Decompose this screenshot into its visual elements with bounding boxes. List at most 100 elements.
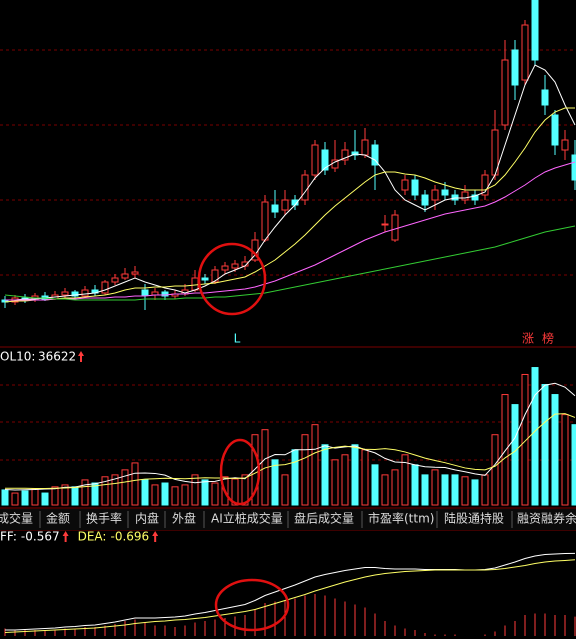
volume-bar	[401, 454, 409, 506]
tab[interactable]: 成交量	[0, 511, 33, 526]
volume-bar	[461, 476, 469, 506]
volume-bar	[521, 373, 529, 506]
volume-bar	[421, 474, 429, 506]
candle-body	[561, 139, 569, 151]
volume-bar	[501, 394, 509, 506]
volume-bar	[571, 424, 576, 506]
volume-bar	[181, 484, 189, 506]
volume-bar	[371, 464, 379, 506]
candle-body	[131, 271, 139, 275]
candle-body	[471, 194, 479, 201]
candle-body	[461, 191, 469, 201]
volume-bar	[431, 469, 439, 506]
tab[interactable]: 外盘	[172, 511, 196, 526]
tab[interactable]: 盘后成交量	[294, 511, 354, 526]
highlight-circles	[197, 242, 290, 632]
annotation: 榜	[542, 331, 554, 346]
volume-bar	[341, 454, 349, 506]
volume-bar	[71, 486, 79, 506]
volume-bar	[351, 444, 359, 506]
candle-body	[411, 179, 419, 196]
volume-bar	[381, 474, 389, 506]
candle-body	[281, 199, 289, 211]
candle-body	[381, 223, 389, 226]
volume-bar	[11, 492, 19, 506]
volume-bar	[361, 449, 369, 506]
candle-body	[81, 289, 89, 297]
volume-bar	[551, 394, 559, 506]
candle-body	[141, 289, 149, 296]
candle-body	[371, 144, 379, 166]
candle-body	[531, 0, 539, 61]
volume-bar	[301, 434, 309, 506]
legend-value: 36622	[38, 350, 76, 364]
candle-body	[401, 179, 409, 191]
candle-body	[571, 154, 576, 181]
volume-bar	[121, 469, 129, 506]
volume-bar	[411, 464, 419, 506]
volume-bar	[161, 482, 169, 506]
volume-bar	[31, 488, 39, 506]
candle-body	[511, 49, 519, 86]
tab[interactable]: AI立桩成交量	[211, 511, 283, 526]
candle-body	[121, 273, 129, 279]
annotation: L	[234, 332, 241, 346]
volume-bar	[51, 486, 59, 506]
volume-bar	[291, 449, 299, 506]
volume-bar	[241, 474, 249, 506]
candle-body	[521, 24, 529, 81]
tab[interactable]: 市盈率(ttm)	[368, 511, 434, 526]
legend-name: FF:	[0, 530, 17, 544]
volume-bar	[531, 367, 539, 506]
annotation: 涨	[522, 331, 534, 346]
volume-average	[5, 413, 576, 490]
candle-body	[501, 59, 509, 126]
candle-body	[481, 174, 489, 196]
legend-value: -0.567	[21, 530, 60, 544]
volume-bar	[281, 474, 289, 506]
macd-line	[5, 552, 576, 631]
candle-body	[211, 269, 219, 283]
candle-body	[111, 277, 119, 283]
candle-body	[101, 281, 109, 294]
moving-average	[5, 64, 576, 301]
volume-bar	[561, 414, 569, 506]
volume-bar	[91, 482, 99, 506]
moving-average	[5, 161, 576, 301]
tab[interactable]: 内盘	[135, 511, 159, 526]
candle-body	[61, 291, 69, 296]
volume-bar	[271, 459, 279, 506]
volume-bar	[541, 384, 549, 506]
up-arrow	[78, 351, 84, 362]
volume-bar	[441, 474, 449, 506]
volume-bar	[211, 482, 219, 506]
volume-bar	[1, 489, 9, 506]
volume-average	[4, 382, 576, 491]
candle-body	[191, 277, 199, 291]
volume-bar	[81, 479, 89, 506]
candle-body	[261, 201, 269, 241]
volume-bar	[171, 486, 179, 506]
volume-bar	[451, 474, 459, 506]
volume-bar	[41, 492, 49, 506]
tab[interactable]: 陆股通持股	[444, 511, 504, 526]
legend-name: DEA:	[78, 530, 107, 544]
volume-bar	[471, 479, 479, 506]
macd-line	[4, 559, 576, 633]
tab[interactable]: 融资融券余	[517, 511, 576, 526]
candle-body	[421, 194, 429, 206]
candle-body	[541, 89, 549, 106]
tab[interactable]: 金额	[46, 511, 70, 526]
candle-body	[71, 291, 79, 297]
volume-bar	[331, 459, 339, 506]
volume-bar	[21, 490, 29, 506]
up-arrow	[62, 531, 69, 542]
candle-body	[311, 144, 319, 176]
volume-bar	[131, 462, 139, 506]
tab-bar: 成交量 金额 换手率 内盘 外盘 AI立桩成交量 盘后成交量 市盈率(ttm) 陆股通持股 融资融…	[0, 509, 576, 530]
moving-average	[4, 107, 575, 303]
candle-body	[431, 189, 439, 201]
tab[interactable]: 换手率	[86, 511, 122, 526]
candle-body	[201, 277, 209, 281]
